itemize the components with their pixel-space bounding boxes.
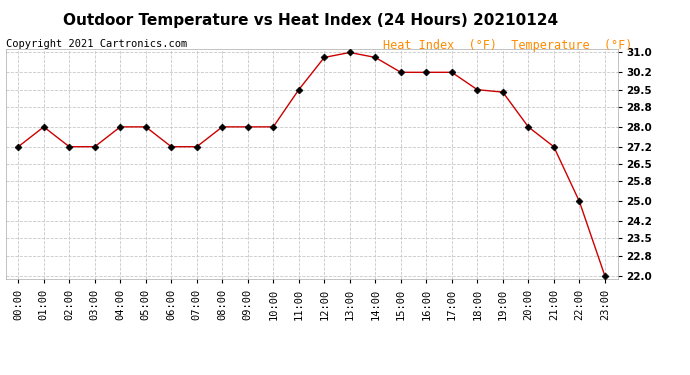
Text: Copyright 2021 Cartronics.com: Copyright 2021 Cartronics.com [6,39,187,50]
Text: Outdoor Temperature vs Heat Index (24 Hours) 20210124: Outdoor Temperature vs Heat Index (24 Ho… [63,13,558,28]
Text: Heat Index  (°F)  Temperature  (°F): Heat Index (°F) Temperature (°F) [383,39,632,53]
